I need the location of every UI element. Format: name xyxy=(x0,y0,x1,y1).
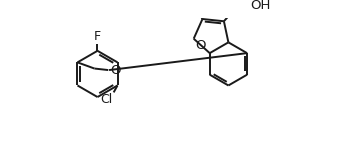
Text: O: O xyxy=(195,39,206,53)
Text: OH: OH xyxy=(250,0,271,12)
Text: Cl: Cl xyxy=(101,93,113,106)
Text: F: F xyxy=(94,30,101,43)
Text: O: O xyxy=(110,64,120,77)
